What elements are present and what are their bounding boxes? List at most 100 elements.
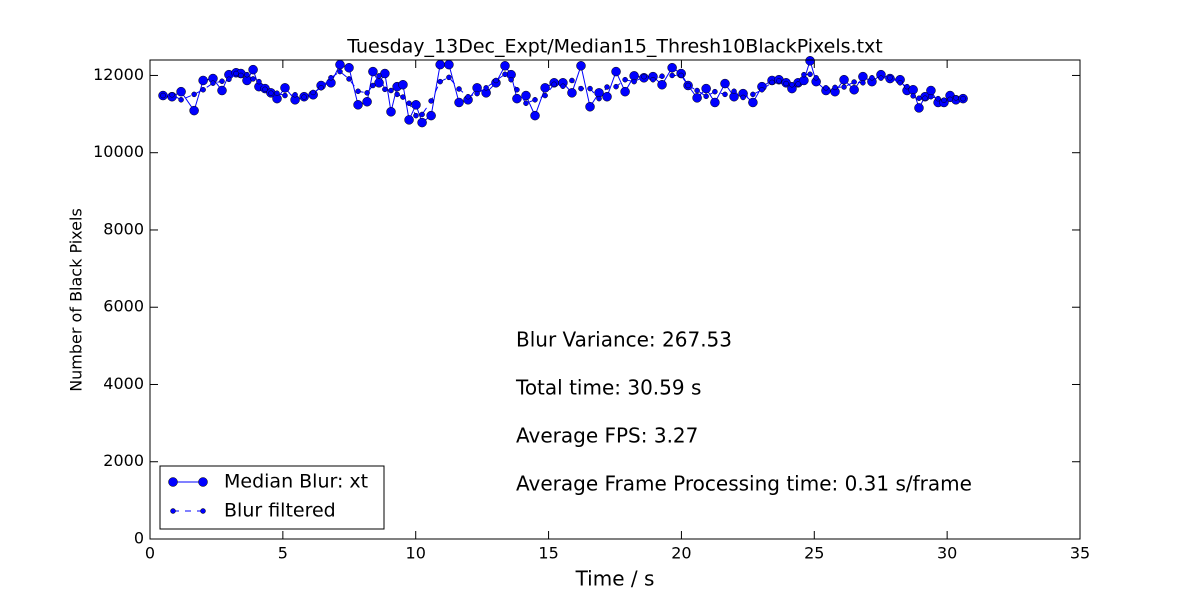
data-point (400, 94, 406, 100)
data-point (540, 83, 550, 93)
annotation: Average Frame Processing time: 0.31 s/fr… (516, 472, 972, 496)
legend-marker (200, 508, 206, 514)
data-point (394, 91, 400, 98)
x-tick-label: 20 (671, 544, 691, 563)
y-tick-label: 0 (134, 529, 144, 548)
data-point (669, 72, 675, 79)
data-point (292, 92, 298, 98)
data-point (922, 95, 928, 101)
data-point (953, 95, 959, 101)
data-point (362, 96, 372, 107)
data-point (910, 93, 916, 99)
data-point (380, 68, 390, 79)
data-point (823, 85, 829, 91)
x-axis-label: Time / s (575, 567, 655, 591)
data-point (631, 78, 637, 85)
data-point (198, 75, 208, 86)
x-tick-label: 25 (804, 544, 824, 563)
x-tick-label: 10 (406, 544, 426, 563)
data-point (382, 86, 388, 93)
data-point (722, 91, 728, 98)
data-point (426, 110, 436, 121)
data-point (813, 75, 819, 81)
data-point (928, 93, 934, 100)
data-point (710, 97, 720, 108)
data-point (282, 92, 288, 99)
data-point (465, 93, 471, 100)
data-point (318, 85, 324, 91)
data-point (641, 73, 647, 80)
data-point (456, 86, 462, 92)
annotations: Blur Variance: 267.53 Total time: 30.59 … (515, 328, 972, 496)
data-point (446, 74, 452, 81)
data-point (678, 72, 684, 79)
data-point (268, 90, 274, 96)
data-point (514, 86, 520, 93)
data-point (947, 96, 953, 103)
data-point (613, 83, 619, 90)
data-point (769, 79, 775, 86)
data-point (502, 71, 508, 78)
data-point (169, 92, 175, 98)
data-point (483, 85, 489, 91)
data-point (887, 75, 893, 81)
data-point (532, 97, 538, 103)
data-point (233, 70, 239, 77)
data-point (419, 111, 425, 118)
data-point (301, 94, 307, 100)
data-point (596, 95, 602, 102)
data-point (493, 77, 499, 84)
data-point (226, 76, 232, 83)
data-point (274, 90, 280, 96)
plot-frame (149, 59, 1081, 540)
data-point (337, 68, 343, 75)
data-point (914, 103, 924, 113)
data-point (411, 100, 421, 110)
data-point (576, 61, 586, 71)
legend-label: Blur filtered (224, 500, 336, 522)
data-point (650, 76, 656, 83)
data-point (474, 90, 480, 97)
x-tick-label: 35 (1070, 544, 1090, 563)
legend-marker (168, 477, 178, 487)
data-point (388, 87, 394, 94)
data-point (869, 75, 875, 81)
data-point (500, 61, 510, 71)
data-point (712, 88, 718, 95)
legend-box (159, 465, 385, 530)
data-point (701, 83, 711, 94)
data-point (578, 85, 584, 92)
data-point (904, 83, 910, 90)
data-point (832, 84, 838, 91)
data-point (795, 81, 801, 87)
annotation: Total time: 30.59 s (515, 376, 701, 400)
data-point (178, 97, 184, 103)
data-point (659, 73, 665, 79)
data-point (189, 105, 199, 116)
y-axis-label: Number of Black Pixels (67, 208, 86, 392)
data-point (926, 85, 936, 96)
data-point (219, 78, 225, 84)
data-point (454, 97, 464, 108)
data-point (849, 84, 859, 95)
y-tick-label: 4000 (103, 374, 144, 393)
data-point (530, 110, 540, 121)
data-point (657, 79, 667, 90)
data-point (878, 75, 884, 81)
annotation: Blur Variance: 267.53 (516, 328, 732, 352)
data-point (200, 86, 206, 93)
data-point (508, 76, 514, 83)
x-tick-label: 15 (538, 544, 558, 563)
data-point (851, 79, 857, 85)
data-point (386, 107, 396, 117)
data-point (328, 75, 334, 81)
data-point (692, 93, 702, 103)
data-point (244, 71, 250, 78)
series-line (162, 70, 964, 117)
data-point (960, 95, 966, 102)
data-point (807, 71, 813, 78)
data-point (160, 92, 166, 99)
data-point (353, 100, 363, 110)
data-point (355, 88, 361, 95)
data-point (435, 59, 445, 70)
